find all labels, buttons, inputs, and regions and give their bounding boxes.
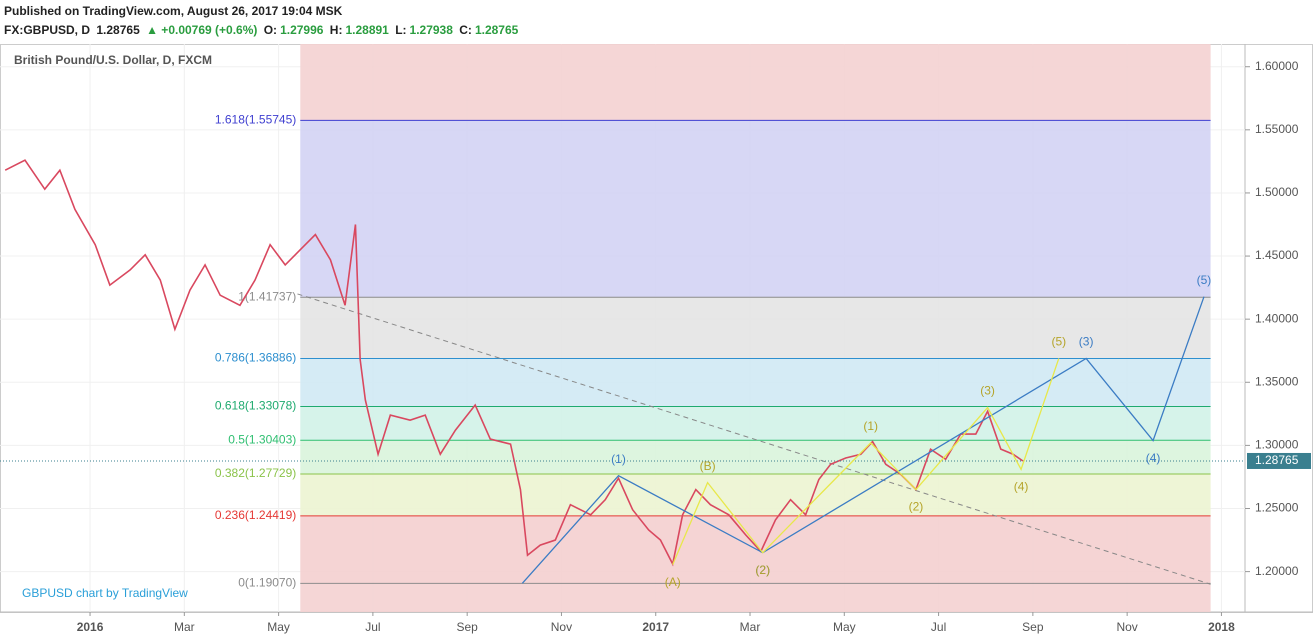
x-tick-label: Sep xyxy=(1022,620,1044,634)
published: Published on TradingView.com, August 26,… xyxy=(4,4,343,18)
x-tick-label: Mar xyxy=(174,620,195,634)
x-tick-label: 2016 xyxy=(77,620,104,634)
y-tick-label: 1.55000 xyxy=(1255,122,1299,136)
price-line xyxy=(4,159,1024,567)
fib-zone xyxy=(300,583,1211,612)
x-tick-label: Jul xyxy=(365,620,380,634)
fib-zone xyxy=(300,406,1211,441)
trendline xyxy=(297,293,1211,585)
fib-label: 1(1.41737) xyxy=(238,289,296,303)
watermark: GBPUSD chart by TradingView xyxy=(22,586,188,600)
y-tick-label: 1.30000 xyxy=(1255,438,1299,452)
y-tick-label: 1.35000 xyxy=(1255,374,1299,388)
fib-zone xyxy=(300,474,1211,516)
wave-label: (5) xyxy=(1051,335,1066,349)
fib-label: 1.618(1.55745) xyxy=(215,113,296,127)
last-price-box xyxy=(1247,452,1311,469)
x-tick-label: Nov xyxy=(551,620,572,634)
y-tick-label: 1.25000 xyxy=(1255,501,1299,515)
x-tick-label: 2018 xyxy=(1208,620,1235,634)
x-tick-label: May xyxy=(267,620,290,634)
wave-label: (4) xyxy=(1146,451,1161,465)
fib-label: 0.786(1.36886) xyxy=(215,351,296,365)
wave-label: (2) xyxy=(755,563,770,577)
wave-line xyxy=(521,296,1205,584)
y-tick-label: 1.40000 xyxy=(1255,311,1299,325)
wave-label: (1) xyxy=(611,452,626,466)
h-value: 1.28891 xyxy=(345,23,389,37)
x-tick-label: Mar xyxy=(740,620,761,634)
wave-label: (4) xyxy=(1014,480,1029,494)
wave-line xyxy=(672,358,1060,565)
fib-zone xyxy=(300,358,1211,407)
x-tick-label: Jul xyxy=(931,620,946,634)
l-value: 1.27938 xyxy=(409,23,453,37)
wave-label: (3) xyxy=(980,384,995,398)
c-value: 1.28765 xyxy=(474,23,519,37)
wave-label: (3) xyxy=(1079,335,1094,349)
x-tick-label: May xyxy=(833,620,856,634)
change: ▲ +0.00769 (+0.6%) xyxy=(146,23,258,37)
fib-zone xyxy=(300,440,1211,475)
fib-label: 0.236(1.24419) xyxy=(215,508,296,522)
fib-zone xyxy=(300,297,1211,359)
y-tick-label: 1.20000 xyxy=(1255,564,1299,578)
symbol: FX:GBPUSD, D xyxy=(4,23,91,37)
x-tick-label: Nov xyxy=(1116,620,1137,634)
y-tick-label: 1.60000 xyxy=(1255,59,1299,73)
l-label: L: xyxy=(395,23,407,37)
quote-line: FX:GBPUSD, D 1.28765 ▲ +0.00769 (+0.6%) … xyxy=(4,21,521,40)
x-tick-label: 2017 xyxy=(642,620,669,634)
fib-label: 0.382(1.27729) xyxy=(215,466,296,480)
fib-label: 0.5(1.30403) xyxy=(228,432,296,446)
o-value: 1.27996 xyxy=(280,23,324,37)
wave-label: (B) xyxy=(700,459,716,473)
fib-zone xyxy=(300,120,1211,298)
fib-label: 0.618(1.33078) xyxy=(215,399,296,413)
wave-label: (5) xyxy=(1197,273,1212,287)
price: 1.28765 xyxy=(96,23,140,37)
wave-label: (2) xyxy=(755,563,770,577)
fib-zone xyxy=(300,515,1211,584)
x-tick-label: Sep xyxy=(456,620,478,634)
wave-label: (A) xyxy=(665,575,681,589)
c-label: C: xyxy=(459,23,472,37)
y-tick-label: 1.45000 xyxy=(1255,248,1299,262)
y-tick-label: 1.50000 xyxy=(1255,185,1299,199)
header: Published on TradingView.com, August 26,… xyxy=(4,2,521,40)
wave-label: (1) xyxy=(863,419,878,433)
last-price-label: 1.28765 xyxy=(1255,453,1299,467)
chart-subtitle: British Pound/U.S. Dollar, D, FXCM xyxy=(14,53,212,67)
wave-label: (2) xyxy=(909,500,924,514)
h-label: H: xyxy=(329,23,343,37)
fib-zone xyxy=(300,44,1211,121)
o-label: O: xyxy=(263,23,278,37)
fib-label: 0(1.19070) xyxy=(238,576,296,590)
